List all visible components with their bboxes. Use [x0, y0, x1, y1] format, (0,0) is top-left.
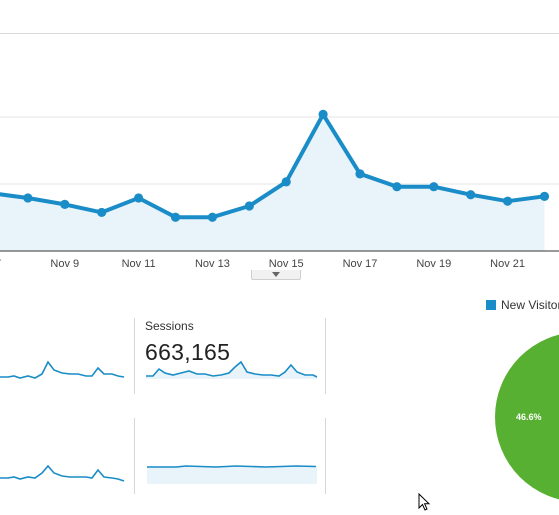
x-axis-ticks: 7 Nov 9 Nov 11 Nov 13 Nov 15 Nov 17 Nov 19 Nov …: [0, 258, 525, 270]
x-tick-label: 7: [0, 258, 1, 270]
pie-slice-returning: [495, 334, 559, 500]
sparkline-4-line: [147, 465, 317, 468]
metric-divider: [134, 318, 135, 394]
legend-swatch: [486, 300, 496, 310]
chart-point-nov-17[interactable]: [355, 169, 365, 179]
chart-point-nov-12[interactable]: [170, 212, 181, 222]
metric-divider: [134, 418, 135, 494]
x-tick-label: Nov 21: [490, 258, 525, 270]
visitor-pie-chart: 46.6%: [495, 334, 559, 500]
chart-point-nov-20[interactable]: [466, 190, 476, 200]
chart-point-nov-11[interactable]: [134, 193, 144, 203]
chart-gridlines: [0, 116, 559, 185]
metric-divider: [325, 418, 326, 494]
x-tick-label: Nov 19: [416, 258, 451, 270]
sparkline-1-line: [0, 360, 125, 379]
sparkline-3-line: [0, 464, 125, 482]
metric-divider: [325, 318, 326, 394]
sparkline-sessions-line: [146, 360, 318, 378]
x-tick-label: Nov 17: [343, 258, 378, 270]
chevron-down-icon: [272, 272, 280, 277]
chart-area-fill: [0, 114, 545, 251]
chart-point-nov-22[interactable]: [539, 191, 550, 201]
sessions-line-chart: 7 Nov 9 Nov 11 Nov 13 Nov 15 Nov 17 Nov 19 Nov …: [0, 109, 559, 270]
chart-top-divider: [0, 33, 559, 34]
x-tick-label: Nov 15: [269, 258, 304, 270]
chart-point-nov-15[interactable]: [281, 177, 291, 187]
chart-point-nov-9[interactable]: [60, 199, 70, 209]
chart-point-nov-14[interactable]: [244, 201, 254, 211]
chart-point-nov-18[interactable]: [392, 182, 402, 192]
chart-point-nov-19[interactable]: [429, 182, 439, 192]
legend-label: New Visitor: [501, 298, 559, 312]
chart-points: [23, 109, 550, 222]
x-tick-label: Nov 9: [50, 258, 79, 270]
x-tick-label: Nov 13: [195, 258, 230, 270]
chart-point-nov-21[interactable]: [503, 196, 513, 206]
sessions-metric-label: Sessions: [145, 319, 194, 333]
pie-slice-label: 46.6%: [516, 412, 542, 422]
chart-point-nov-13[interactable]: [207, 212, 217, 222]
chart-point-nov-10[interactable]: [97, 207, 107, 218]
mouse-cursor-icon: [418, 493, 431, 511]
x-tick-label: Nov 11: [122, 258, 156, 270]
sparkline-sessions: [146, 360, 318, 379]
sparkline-3: [0, 464, 125, 482]
chart-collapse-handle[interactable]: [251, 270, 301, 280]
chart-series-line: [0, 112, 545, 220]
pie-legend: New Visitor: [486, 298, 559, 312]
sessions-metric-value: 663,165: [145, 339, 231, 365]
sparkline-4: [147, 465, 317, 484]
sparkline-4-area: [147, 466, 317, 484]
chart-point-nov-8[interactable]: [23, 193, 33, 203]
sparkline-1: [0, 360, 125, 379]
chart-point-nov-16[interactable]: [318, 109, 328, 119]
